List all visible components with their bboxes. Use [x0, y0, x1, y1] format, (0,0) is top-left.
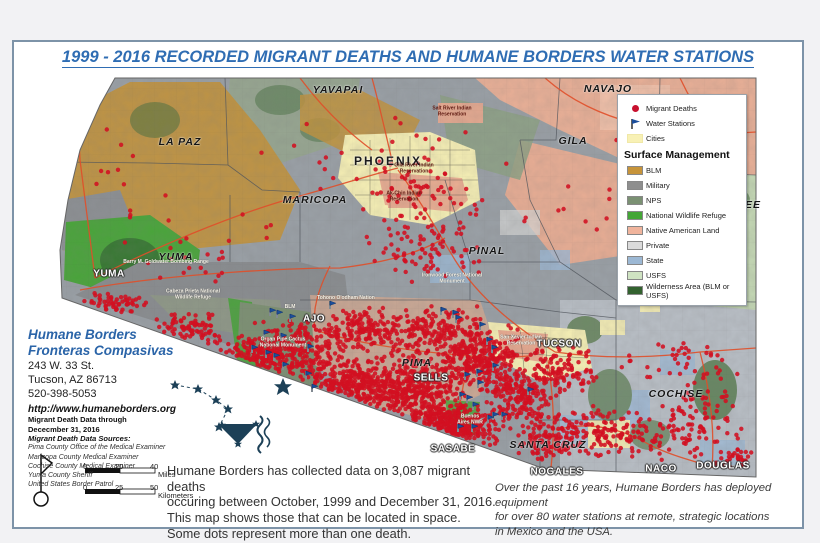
org-url: http://www.humaneborders.org — [28, 404, 176, 416]
surface-swatch — [627, 256, 643, 265]
water-station-flag — [472, 401, 480, 410]
water-station-flag — [273, 352, 281, 361]
water-station-flag — [459, 391, 467, 400]
water-station-flag — [276, 309, 284, 318]
water-station-flag — [307, 343, 315, 352]
water-station-flag — [457, 423, 465, 432]
water-station-flag — [501, 411, 509, 420]
water-station-flag — [466, 394, 474, 403]
legend-item-water-stations: Water Stations — [624, 116, 740, 131]
org-name-spanish: Fronteras Compasivas — [28, 342, 174, 358]
surface-swatch — [627, 241, 643, 250]
water-station-flag — [311, 383, 319, 392]
humane-borders-logo — [170, 378, 292, 454]
water-station-flag — [487, 414, 495, 423]
legend-item-surface: National Wildlife Refuge — [624, 208, 740, 223]
cities-swatch — [627, 134, 643, 143]
map-legend: Migrant Deaths Water Stations Cities Sur… — [617, 94, 747, 306]
surface-swatch — [627, 226, 643, 235]
legend-item-surface: Military — [624, 178, 740, 193]
water-station-flag — [280, 332, 288, 341]
migrant-death-dot-icon — [631, 105, 639, 112]
surface-management-heading: Surface Management — [624, 149, 730, 161]
water-station-flag — [251, 344, 259, 353]
water-station-flag — [492, 411, 500, 420]
water-station-flag — [491, 344, 499, 353]
data-through-line2: Dececmber 31, 2016 — [28, 424, 100, 434]
surface-swatch — [627, 181, 643, 190]
legend-item-cities: Cities — [624, 131, 740, 146]
surface-swatch — [627, 271, 643, 280]
water-station-flag — [486, 336, 494, 345]
note-water-stations: Over the past 16 years, Humane Borders h… — [495, 482, 772, 539]
note-deaths-summary: Humane Borders has collected data on 3,0… — [167, 463, 496, 541]
water-station-flag — [305, 370, 313, 379]
legend-item-surface: USFS — [624, 268, 740, 283]
legend-item-migrant-deaths: Migrant Deaths — [624, 101, 740, 116]
page-title: 1999 - 2016 RECORDED MIGRANT DEATHS AND … — [61, 48, 755, 68]
surface-swatch — [627, 211, 643, 220]
water-station-flag — [282, 361, 290, 370]
water-station-flag — [477, 379, 485, 388]
water-station-flag — [440, 306, 448, 315]
scale-bars — [85, 467, 156, 495]
water-station-flag — [452, 309, 460, 318]
sources-list: Pima County Office of the Medical Examin… — [28, 444, 166, 488]
water-station-flags — [251, 300, 535, 432]
water-station-flag — [263, 329, 271, 338]
water-station-flag — [265, 349, 273, 358]
legend-item-surface: Private — [624, 238, 740, 253]
surface-swatch — [627, 196, 643, 205]
water-station-flag — [464, 371, 472, 380]
north-arrow — [33, 453, 54, 507]
water-station-flag — [527, 386, 535, 395]
org-address: 243 W. 33 St. Tucson, AZ 86713 520-398-505… — [28, 360, 117, 400]
data-through-line1: Migrant Death Data through — [28, 415, 127, 425]
water-station-flag-icon — [631, 119, 640, 129]
legend-item-surface: Wilderness Area (BLM or USFS) — [624, 282, 740, 300]
water-station-flag — [455, 314, 463, 323]
water-station-flag — [329, 300, 337, 309]
sources-title: Migrant Death Data Sources: — [28, 434, 131, 444]
org-name: Humane Borders — [28, 327, 137, 342]
contact-block: Humane Borders Fronteras Compasivas 243 … — [28, 327, 208, 489]
legend-item-surface: BLM — [624, 163, 740, 178]
water-station-flag — [289, 313, 297, 322]
water-station-flag — [471, 423, 479, 432]
legend-item-surface: NPS — [624, 193, 740, 208]
water-station-flag — [269, 307, 277, 316]
water-station-flag — [479, 321, 487, 330]
surface-swatch — [627, 286, 643, 295]
migrant-death-dots — [82, 115, 754, 470]
legend-item-surface: State — [624, 253, 740, 268]
legend-item-surface: Native American Land — [624, 223, 740, 238]
water-station-flag — [476, 368, 484, 377]
state-outline — [59, 77, 757, 478]
surface-swatch — [627, 166, 643, 175]
water-station-flag — [492, 362, 500, 371]
scalebar-labels: 0 20 40 Miles 0 25 50 Kilometers — [83, 462, 194, 500]
map-city-streets — [350, 135, 586, 381]
